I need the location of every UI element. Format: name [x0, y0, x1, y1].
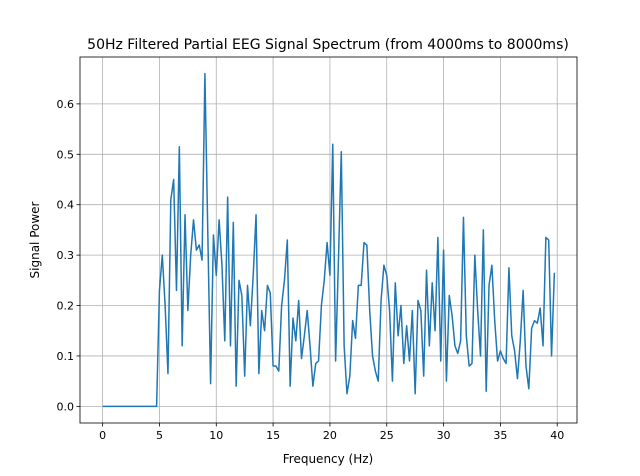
y-tick-label: 0.6: [57, 98, 75, 111]
x-tick-label: 5: [156, 429, 163, 442]
y-tick-label: 0.2: [57, 300, 75, 313]
x-tick-label: 40: [550, 429, 564, 442]
x-tick-label: 0: [99, 429, 106, 442]
y-axis-label: Signal Power: [28, 201, 42, 278]
y-tick-label: 0.0: [57, 400, 75, 413]
x-axis-label: Frequency (Hz): [283, 452, 374, 466]
x-tick-label: 15: [266, 429, 280, 442]
x-tick-label: 35: [493, 429, 507, 442]
x-tick-label: 10: [209, 429, 223, 442]
x-tick-label: 25: [380, 429, 394, 442]
y-tick-label: 0.3: [57, 249, 75, 262]
y-tick-label: 0.4: [57, 199, 75, 212]
y-tick-label: 0.5: [57, 148, 75, 161]
x-tick-label: 20: [323, 429, 337, 442]
x-tick-label: 30: [437, 429, 451, 442]
chart-title: 50Hz Filtered Partial EEG Signal Spectru…: [87, 37, 569, 53]
y-tick-label: 0.1: [57, 350, 75, 363]
data-line: [102, 72, 556, 408]
plot-frame: [79, 56, 578, 424]
